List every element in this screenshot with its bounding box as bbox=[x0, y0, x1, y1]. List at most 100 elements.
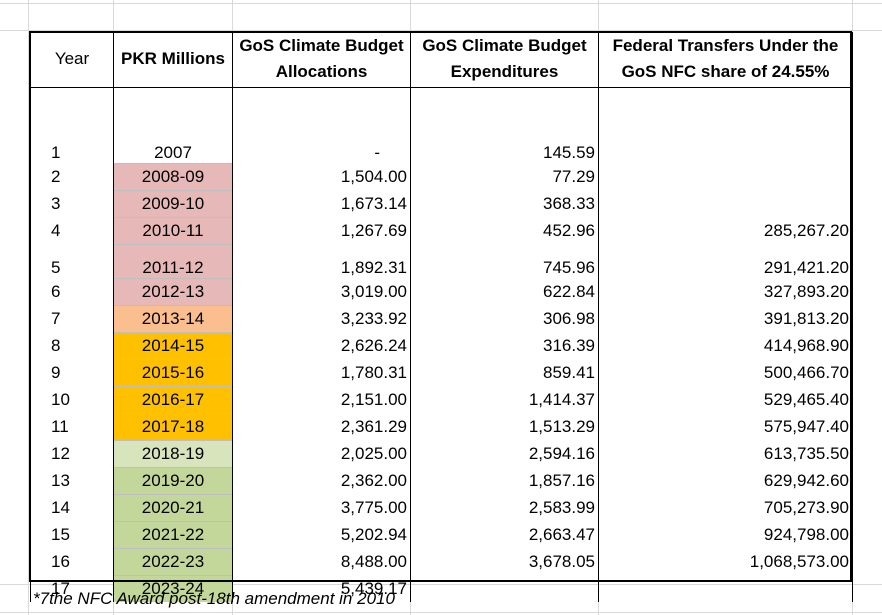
period-cell[interactable]: 2011-12 bbox=[113, 243, 233, 278]
federal-transfer-cell[interactable]: 1,068,573.00 bbox=[598, 548, 853, 575]
year-cell[interactable]: 16 bbox=[30, 548, 114, 575]
expenditure-cell[interactable]: 3,678.05 bbox=[410, 548, 599, 575]
header-allocations[interactable]: GoS Climate Budget Allocations bbox=[232, 32, 411, 87]
table-row: 10 2016-17 2,151.00 1,414.37 529,465.40 bbox=[30, 385, 853, 413]
allocation-cell[interactable]: 2,361.29 bbox=[232, 413, 411, 440]
federal-transfer-cell[interactable]: 414,968.90 bbox=[598, 332, 853, 359]
expenditure-cell[interactable]: 1,513.29 bbox=[410, 413, 599, 440]
period-cell[interactable]: 2018-19 bbox=[113, 439, 233, 467]
year-cell[interactable]: 17 bbox=[30, 575, 114, 602]
year-cell[interactable]: 7 bbox=[30, 305, 114, 332]
expenditure-cell[interactable] bbox=[410, 575, 599, 602]
expenditure-cell[interactable]: 452.96 bbox=[410, 217, 599, 244]
expenditure-cell[interactable]: 859.41 bbox=[410, 359, 599, 386]
table-row: 14 2020-21 3,775.00 2,583.99 705,273.90 bbox=[30, 493, 853, 521]
expenditure-cell[interactable]: 1,414.37 bbox=[410, 386, 599, 413]
header-year[interactable]: Year bbox=[30, 32, 114, 87]
federal-transfer-cell[interactable] bbox=[598, 163, 853, 190]
year-cell[interactable]: 9 bbox=[30, 359, 114, 386]
expenditure-cell[interactable]: 368.33 bbox=[410, 190, 599, 217]
year-cell[interactable]: 1 bbox=[30, 87, 114, 163]
federal-transfer-cell[interactable]: 613,735.50 bbox=[598, 440, 853, 467]
table-row: 4 2010-11 1,267.69 452.96 285,267.20 bbox=[30, 216, 853, 244]
federal-transfer-cell[interactable]: 629,942.60 bbox=[598, 467, 853, 494]
allocation-cell[interactable]: 2,151.00 bbox=[232, 386, 411, 413]
year-cell[interactable]: 14 bbox=[30, 494, 114, 521]
allocation-cell[interactable]: - bbox=[232, 87, 411, 163]
year-cell[interactable]: 10 bbox=[30, 386, 114, 413]
allocation-cell[interactable]: 3,233.92 bbox=[232, 305, 411, 332]
federal-transfer-cell[interactable] bbox=[598, 87, 853, 163]
allocation-cell[interactable]: 3,019.00 bbox=[232, 278, 411, 305]
year-cell[interactable]: 3 bbox=[30, 190, 114, 217]
expenditure-cell[interactable]: 306.98 bbox=[410, 305, 599, 332]
federal-transfer-cell[interactable]: 575,947.40 bbox=[598, 413, 853, 440]
year-cell[interactable]: 15 bbox=[30, 521, 114, 548]
federal-transfer-cell[interactable]: 327,893.20 bbox=[598, 278, 853, 305]
expenditure-cell[interactable]: 622.84 bbox=[410, 278, 599, 305]
period-cell[interactable]: 2017-18 bbox=[113, 412, 233, 440]
expenditure-cell[interactable]: 2,583.99 bbox=[410, 494, 599, 521]
table-row: 6 2012-13 3,019.00 622.84 327,893.20 bbox=[30, 277, 853, 305]
allocation-cell[interactable]: 1,780.31 bbox=[232, 359, 411, 386]
year-cell[interactable]: 11 bbox=[30, 413, 114, 440]
allocation-cell[interactable]: 1,267.69 bbox=[232, 217, 411, 244]
year-cell[interactable]: 4 bbox=[30, 217, 114, 244]
expenditure-cell[interactable]: 2,594.16 bbox=[410, 440, 599, 467]
allocation-cell[interactable]: 2,626.24 bbox=[232, 332, 411, 359]
federal-transfer-cell[interactable]: 529,465.40 bbox=[598, 386, 853, 413]
period-cell[interactable]: 2009-10 bbox=[113, 189, 233, 217]
year-cell[interactable]: 8 bbox=[30, 332, 114, 359]
header-expenditures[interactable]: GoS Climate Budget Expenditures bbox=[410, 32, 599, 87]
federal-transfer-cell[interactable]: 924,798.00 bbox=[598, 521, 853, 548]
period-cell[interactable]: 2010-11 bbox=[113, 216, 233, 244]
period-cell[interactable]: 2015-16 bbox=[113, 358, 233, 386]
period-cell[interactable]: 2023-24 bbox=[113, 574, 233, 602]
period-cell[interactable]: 2014-15 bbox=[113, 331, 233, 359]
allocation-cell[interactable]: 3,775.00 bbox=[232, 494, 411, 521]
gridline bbox=[852, 0, 853, 615]
year-cell[interactable]: 12 bbox=[30, 440, 114, 467]
period-cell[interactable]: 2021-22 bbox=[113, 520, 233, 548]
footnote[interactable]: *7the NFC Award post-18th amendment in 2… bbox=[33, 589, 395, 608]
table-row: 8 2014-15 2,626.24 316.39 414,968.90 bbox=[30, 331, 853, 359]
period-cell[interactable]: 2020-21 bbox=[113, 493, 233, 521]
period-cell[interactable]: 2013-14 bbox=[113, 304, 233, 332]
period-cell[interactable]: 2019-20 bbox=[113, 466, 233, 494]
federal-transfer-cell[interactable]: 391,813.20 bbox=[598, 305, 853, 332]
expenditure-cell[interactable]: 316.39 bbox=[410, 332, 599, 359]
allocation-cell[interactable]: 5,202.94 bbox=[232, 521, 411, 548]
period-cell[interactable]: 2007 bbox=[113, 87, 233, 163]
period-cell[interactable]: 2012-13 bbox=[113, 277, 233, 305]
year-cell[interactable]: 13 bbox=[30, 467, 114, 494]
allocation-cell[interactable]: 1,504.00 bbox=[232, 163, 411, 190]
period-cell[interactable]: 2016-17 bbox=[113, 385, 233, 413]
year-cell[interactable]: 2 bbox=[30, 163, 114, 190]
period-cell[interactable]: 2022-23 bbox=[113, 547, 233, 575]
allocation-cell[interactable]: 2,025.00 bbox=[232, 440, 411, 467]
federal-transfer-cell[interactable] bbox=[598, 575, 853, 602]
year-cell[interactable]: 5 bbox=[30, 244, 114, 278]
federal-transfer-cell[interactable]: 500,466.70 bbox=[598, 359, 853, 386]
expenditure-cell[interactable]: 1,857.16 bbox=[410, 467, 599, 494]
federal-transfer-cell[interactable] bbox=[598, 190, 853, 217]
header-federal-transfers[interactable]: Federal Transfers Under the GoS NFC share… bbox=[598, 32, 853, 87]
period-cell[interactable]: 2008-09 bbox=[113, 162, 233, 190]
federal-transfer-cell[interactable]: 285,267.20 bbox=[598, 217, 853, 244]
allocation-cell[interactable]: 8,488.00 bbox=[232, 548, 411, 575]
header-row: Year PKR Millions GoS Climate Budget Allo… bbox=[30, 32, 853, 87]
allocation-cell[interactable]: 5,439.17 bbox=[232, 575, 411, 602]
year-cell[interactable]: 6 bbox=[30, 278, 114, 305]
allocation-cell[interactable]: 1,892.31 bbox=[232, 244, 411, 278]
federal-transfer-cell[interactable]: 291,421.20 bbox=[598, 244, 853, 278]
expenditure-cell[interactable]: 145.59 bbox=[410, 87, 599, 163]
federal-transfer-cell[interactable]: 705,273.90 bbox=[598, 494, 853, 521]
allocation-cell[interactable]: 1,673.14 bbox=[232, 190, 411, 217]
header-pkr-millions[interactable]: PKR Millions bbox=[113, 32, 233, 87]
expenditure-cell[interactable]: 745.96 bbox=[410, 244, 599, 278]
table-row: 2 2008-09 1,504.00 77.29 bbox=[30, 162, 853, 190]
expenditure-cell[interactable]: 2,663.47 bbox=[410, 521, 599, 548]
allocation-cell[interactable]: 2,362.00 bbox=[232, 467, 411, 494]
expenditure-cell[interactable]: 77.29 bbox=[410, 163, 599, 190]
table-row: 15 2021-22 5,202.94 2,663.47 924,798.00 bbox=[30, 520, 853, 548]
